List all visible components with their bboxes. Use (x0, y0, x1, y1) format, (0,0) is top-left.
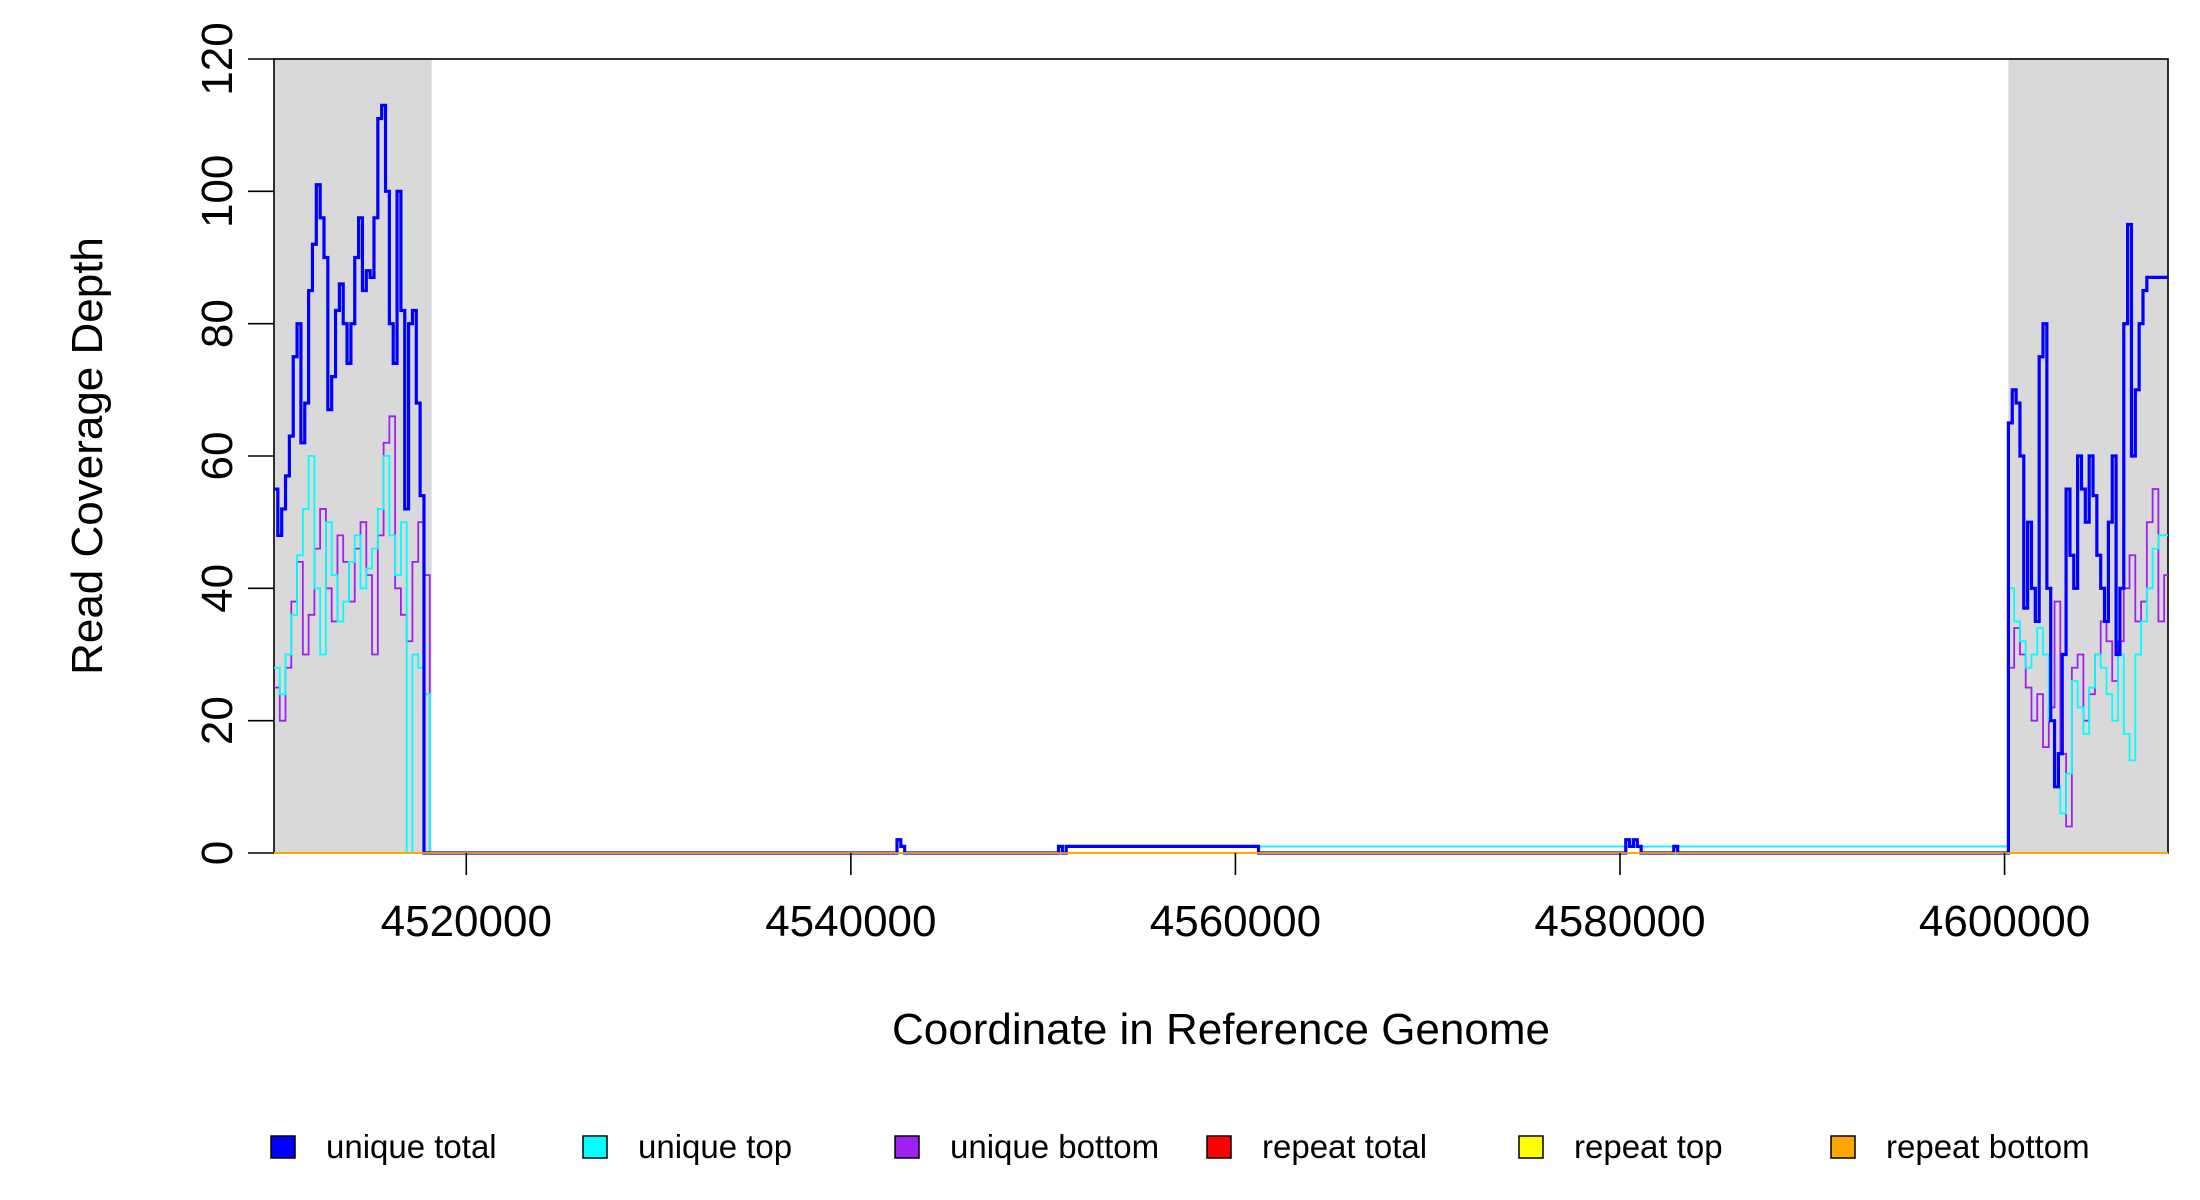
legend-label-unique-total: unique total (326, 1128, 497, 1165)
legend-swatch-repeat-top (1518, 1135, 1544, 1159)
legend-label-repeat-bottom: repeat bottom (1886, 1128, 2090, 1165)
y-tick-label: 60 (193, 432, 242, 481)
legend-swatch-repeat-total (1206, 1135, 1232, 1159)
legend-label-unique-top: unique top (638, 1128, 792, 1165)
series-lines (274, 103, 2168, 855)
y-axis-title: Read Coverage Depth (63, 237, 112, 675)
legend-label-unique-bottom: unique bottom (950, 1128, 1159, 1165)
x-axis: 4520000 4540000 4560000 4580000 4600000 (381, 853, 2090, 946)
legend-swatch-unique-top (582, 1135, 608, 1159)
y-tick-label: 20 (193, 696, 242, 745)
y-tick-label: 80 (193, 299, 242, 348)
x-tick-label: 4520000 (381, 897, 552, 946)
x-tick-label: 4540000 (765, 897, 936, 946)
legend-label-repeat-total: repeat total (1262, 1128, 1427, 1165)
y-tick-label: 100 (193, 155, 242, 228)
series-line-unique-top (274, 455, 2168, 854)
x-axis-title: Coordinate in Reference Genome (892, 1005, 1550, 1054)
y-tick-label: 120 (193, 22, 242, 95)
shaded-regions (274, 59, 2168, 853)
legend-swatch-unique-bottom (894, 1135, 920, 1159)
series-line-unique-total (274, 103, 2168, 855)
x-tick-label: 4600000 (1919, 897, 2090, 946)
x-tick-label: 4560000 (1150, 897, 1321, 946)
y-tick-label: 40 (193, 564, 242, 613)
y-tick-label: 0 (193, 841, 242, 865)
x-tick-label: 4580000 (1534, 897, 1705, 946)
plot-frame (273, 58, 2169, 854)
legend-label-repeat-top: repeat top (1574, 1128, 1723, 1165)
legend-swatch-repeat-bottom (1830, 1135, 1856, 1159)
legend-swatch-unique-total (270, 1135, 296, 1159)
y-axis: 0 20 40 60 80 100 120 (193, 22, 274, 865)
legend: unique total unique top unique bottom repea… (270, 1128, 2090, 1165)
series-line-unique-bottom (274, 415, 2168, 854)
